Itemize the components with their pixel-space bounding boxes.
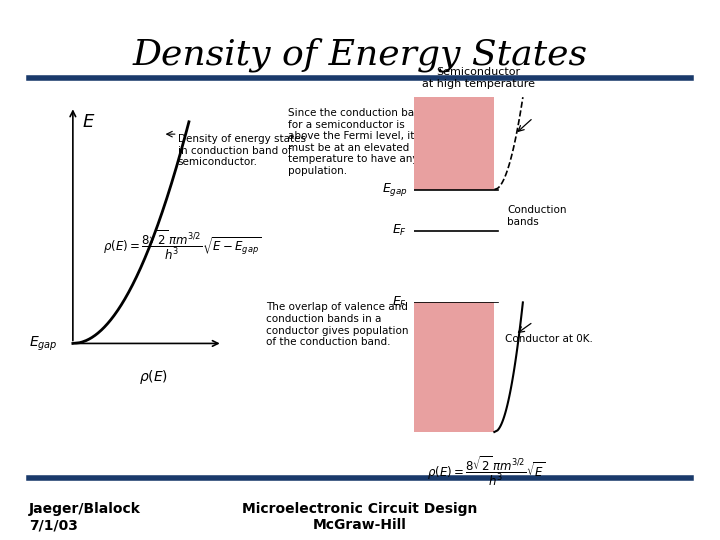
Text: Density of energy states
in conduction band of
semiconductor.: Density of energy states in conduction b… [178,134,306,167]
Text: $E_F$: $E_F$ [392,223,408,238]
Text: $E_F$: $E_F$ [392,295,408,310]
Text: Microelectronic Circuit Design
McGraw-Hill: Microelectronic Circuit Design McGraw-Hi… [243,502,477,532]
Text: The overlap of valence and
conduction bands in a
conductor gives population
of t: The overlap of valence and conduction ba… [266,302,409,347]
Text: Conduction
bands: Conduction bands [508,205,567,227]
Text: Since the conduction band
for a semiconductor is
above the Fermi level, it
must : Since the conduction band for a semicond… [288,108,428,176]
Text: $\rho(E)=\dfrac{8\sqrt{2}\,\pi m^{3/2}}{h^3}\sqrt{E}$: $\rho(E)=\dfrac{8\sqrt{2}\,\pi m^{3/2}}{… [427,454,545,488]
Text: Jaeger/Blalock
7/1/03: Jaeger/Blalock 7/1/03 [29,502,140,532]
Text: Semiconductor
at high temperature: Semiconductor at high temperature [423,68,535,89]
Text: Density of Energy States: Density of Energy States [132,38,588,72]
Bar [414,302,495,432]
Text: Conductor at 0K.: Conductor at 0K. [505,334,593,343]
Text: $\rho(E)$: $\rho(E)$ [139,368,168,386]
Text: $E$: $E$ [82,113,96,131]
Text: $E_{gap}$: $E_{gap}$ [382,181,408,198]
Text: $\rho(E)=\dfrac{8\sqrt{2}\,\pi m^{3/2}}{h^3}\sqrt{E-E_{gap}}$: $\rho(E)=\dfrac{8\sqrt{2}\,\pi m^{3/2}}{… [103,228,261,262]
Bar [414,97,495,190]
Text: $E_{gap}$: $E_{gap}$ [30,334,58,353]
